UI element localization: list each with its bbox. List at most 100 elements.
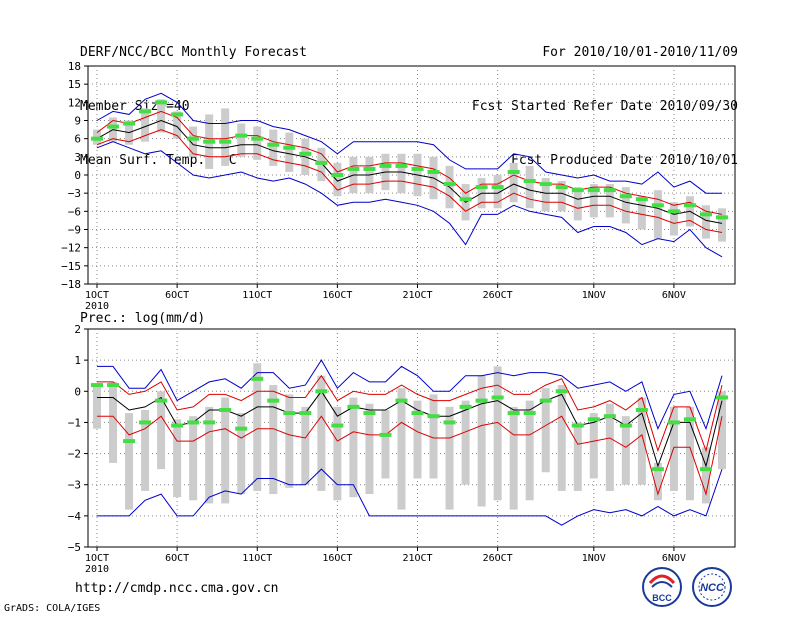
median-marker [539,182,552,187]
x-tick-label: 21OCT [402,290,432,301]
ensemble-box [317,375,326,491]
median-marker [379,432,392,437]
ensemble-box [541,388,550,473]
bcc-logo-text: BCC [652,593,672,603]
ensemble-box [685,406,694,501]
median-marker [395,398,408,403]
ensemble-box [429,394,438,479]
ensemble-box [509,162,518,203]
median-marker [331,173,344,177]
median-marker [187,136,200,141]
ensemble-box [525,400,534,501]
ensemble-box [621,187,630,224]
ensemble-box [93,385,101,429]
chart-title: DERF/NCC/BCC Monthly Forecast [80,45,307,60]
median-marker [171,423,184,428]
median-marker [219,407,232,412]
x-tick-label: 21OCT [402,553,432,564]
ensemble-box [477,375,486,507]
ensemble-box [653,462,662,501]
median-marker [716,215,728,220]
source-url[interactable]: http://cmdp.ncc.cma.gov.cn [75,581,279,596]
median-marker [523,411,536,416]
ensemble-box [333,406,342,501]
y-tick-label: −5 [68,541,81,554]
ensemble-box [141,108,150,142]
plot-frame [87,65,736,285]
x-tick-label: 1NOV [582,290,606,301]
median-marker [459,197,472,202]
lower-spread-line [97,415,723,496]
x-tick-label: 1NOV [582,553,606,564]
ensemble-box [301,406,310,485]
ensemble-box [189,416,198,501]
x-year-label: 2010 [85,301,109,312]
ncc-logo-text: NCC [700,582,725,594]
median-marker [123,121,136,126]
ensemble-box [669,202,678,236]
median-marker [219,139,232,144]
median-marker [203,420,216,425]
ensemble-box [541,178,550,212]
ensemble-box [493,366,502,501]
median-marker [123,439,136,444]
y-tick-label: −3 [68,479,81,492]
median-marker [571,188,584,193]
median-marker [667,209,680,214]
median-marker [315,389,328,394]
ensemble-box [253,363,262,491]
median-marker [251,376,264,381]
ensemble-box [589,413,598,479]
median-marker [171,112,184,117]
ensemble-box [253,126,262,160]
ensemble-box [605,403,614,491]
median-marker [683,203,696,208]
median-marker [283,411,296,416]
y-tick-label: 2 [74,323,81,336]
x-tick-label: 1OCT [85,290,109,301]
median-marker [139,109,152,114]
min-envelope-line [96,141,723,258]
ensemble-box [237,123,246,157]
median-marker [235,426,248,431]
median-marker [491,395,504,400]
median-marker [587,417,600,422]
median-marker [699,467,712,472]
median-marker [523,179,536,184]
y-tick-label: 15 [68,78,81,91]
lower-spread-line [96,129,723,233]
ensemble-box [573,187,582,221]
ensemble-box [461,400,470,485]
median-marker [699,212,712,217]
y-tick-label: 0 [74,385,81,398]
x-tick-label: 6OCT [165,290,189,301]
ensemble-box [125,413,134,510]
median-marker [395,163,408,168]
median-marker [683,417,696,422]
y-tick-label: −1 [68,416,81,429]
median-marker [619,194,632,199]
median-marker [427,414,440,419]
median-marker [603,188,616,193]
y-tick-label: 3 [74,151,81,164]
ensemble-box [557,385,566,491]
ensemble-box [237,413,246,495]
median-marker [187,420,200,425]
x-tick-label: 11OCT [242,290,272,301]
median-marker [379,163,392,168]
x-tick-label: 6NOV [662,290,686,301]
median-marker [475,185,488,190]
median-marker [91,383,103,388]
ensemble-box [445,406,454,510]
ensemble-box [285,394,294,488]
x-tick-label: 6NOV [662,553,686,564]
ensemble-box [189,126,198,157]
median-marker [267,398,280,403]
median-marker [139,420,152,425]
ensemble-box [269,385,278,495]
ensemble-box [637,196,646,230]
y-tick-label: 12 [68,96,81,109]
ensemble-box [525,165,534,209]
median-marker [651,203,664,208]
